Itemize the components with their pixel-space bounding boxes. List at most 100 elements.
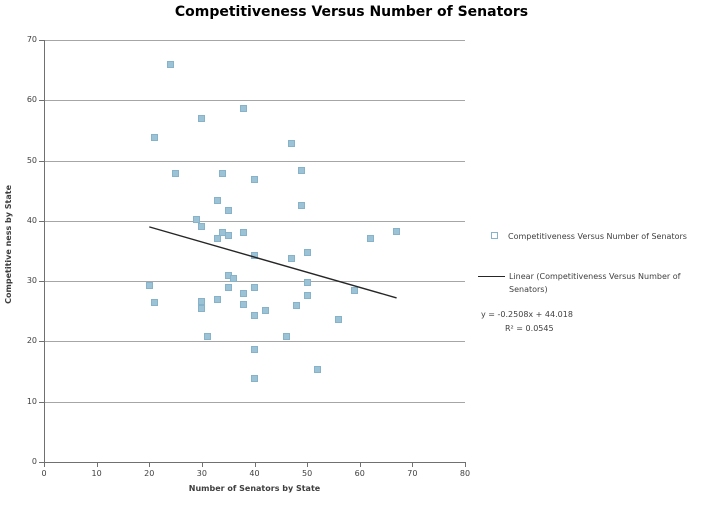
x-tick-label: 30: [196, 469, 207, 478]
x-tick-mark: [201, 462, 203, 467]
y-tick-label: 50: [26, 155, 37, 165]
x-tick-mark: [359, 462, 361, 467]
x-tick-label: 20: [144, 469, 155, 478]
scatter-point: [251, 284, 258, 292]
scatter-point: [314, 365, 322, 373]
x-tick-label: 40: [249, 469, 260, 478]
scatter-point: [298, 166, 306, 174]
scatter-point: [172, 170, 180, 178]
y-tick-label: 20: [26, 336, 37, 346]
y-tick-mark: [39, 281, 44, 283]
scatter-point: [240, 104, 248, 112]
scatter-point: [366, 235, 374, 243]
scatter-point: [219, 169, 227, 177]
scatter-point: [151, 298, 158, 306]
x-tick-mark: [96, 462, 98, 467]
y-tick-label: 60: [26, 95, 37, 105]
scatter-point: [251, 176, 258, 184]
scatter-point: [214, 197, 222, 205]
scatter-point: [240, 228, 248, 236]
equation-line: y = -0.2508x + 44.018: [481, 310, 573, 319]
r-squared-line: R² = 0.0545: [505, 324, 554, 333]
y-tick-label: 30: [26, 276, 37, 286]
scatter-point: [240, 290, 248, 298]
x-tick-mark: [149, 462, 151, 467]
y-tick-label: 10: [26, 396, 37, 406]
legend-series-label: Competitiveness Versus Number of Senator…: [508, 232, 687, 241]
gridline: [44, 401, 465, 403]
scatter-point: [287, 139, 295, 147]
y-tick-label: 40: [26, 215, 37, 225]
scatter-point: [251, 252, 258, 260]
y-tick-mark: [39, 160, 44, 162]
scatter-point: [298, 202, 306, 210]
legend-entry-trendline: Linear (Competitiveness Versus Number of…: [478, 270, 703, 296]
x-tick-label: 70: [407, 469, 418, 478]
x-axis-title: Number of Senators by State: [188, 484, 321, 493]
scatter-point: [393, 227, 401, 235]
x-tick-label: 50: [302, 469, 313, 478]
scatter-point: [224, 206, 232, 214]
x-tick-label: 60: [354, 469, 365, 478]
legend-entry-series: Competitiveness Versus Number of Senator…: [478, 230, 703, 243]
gridline: [44, 341, 465, 343]
scatter-point: [251, 346, 258, 354]
legend: Competitiveness Versus Number of Senator…: [478, 230, 703, 335]
scatter-point: [214, 235, 222, 243]
gridline: [44, 160, 465, 162]
scatter-point: [240, 300, 248, 308]
x-tick-mark: [254, 462, 256, 467]
scatter-point: [335, 315, 343, 323]
y-axis-title: Competitive ness by State: [4, 185, 13, 304]
trendline-line-icon: [478, 276, 505, 277]
x-tick-label: 0: [41, 469, 47, 478]
trendline-equation: y = -0.2508x + 44.018 R² = 0.0545: [478, 309, 703, 335]
x-tick-mark: [465, 462, 466, 467]
y-tick-mark: [39, 100, 44, 102]
x-tick-mark: [307, 462, 309, 467]
legend-trendline-label: Linear (Competitiveness Versus Number of…: [509, 272, 681, 294]
scatter-point: [251, 374, 258, 382]
x-tick-label: 80: [459, 469, 471, 478]
y-axis-line: [44, 40, 45, 462]
y-tick-mark: [39, 401, 44, 403]
y-tick-label: 70: [26, 35, 37, 44]
series-marker-icon: [491, 232, 498, 239]
y-tick-mark: [39, 220, 44, 222]
scatter-point: [224, 284, 232, 292]
scatter-point: [293, 301, 301, 309]
y-tick-mark: [39, 341, 44, 343]
scatter-point: [282, 332, 290, 340]
gridline: [44, 100, 465, 102]
scatter-point: [151, 133, 158, 141]
scatter-point: [198, 114, 206, 122]
scatter-point: [166, 60, 174, 68]
scatter-point: [261, 306, 269, 314]
scatter-point: [303, 279, 311, 287]
scatter-point: [193, 215, 201, 223]
gridline: [44, 281, 465, 283]
scatter-point: [198, 304, 206, 312]
scatter-point: [198, 297, 206, 305]
scatter-point: [214, 295, 222, 303]
x-tick-mark: [44, 462, 45, 467]
x-tick-label: 10: [91, 469, 102, 478]
scatter-point: [229, 275, 237, 283]
chart-title: Competitiveness Versus Number of Senator…: [174, 4, 529, 20]
scatter-point: [251, 312, 258, 319]
y-tick-mark: [39, 40, 44, 41]
y-tick-mark: [39, 462, 44, 463]
scatter-point: [198, 223, 206, 231]
y-tick-label: 0: [31, 457, 37, 466]
scatter-point: [203, 332, 211, 340]
x-axis-line: [44, 462, 466, 463]
scatter-point: [350, 286, 358, 294]
x-tick-mark: [412, 462, 414, 467]
scatter-point: [145, 282, 153, 290]
scatter-point: [224, 232, 232, 240]
scatter-point: [303, 291, 311, 299]
scatter-point: [303, 248, 311, 256]
gridline: [44, 220, 465, 222]
scatter-point: [287, 255, 295, 263]
